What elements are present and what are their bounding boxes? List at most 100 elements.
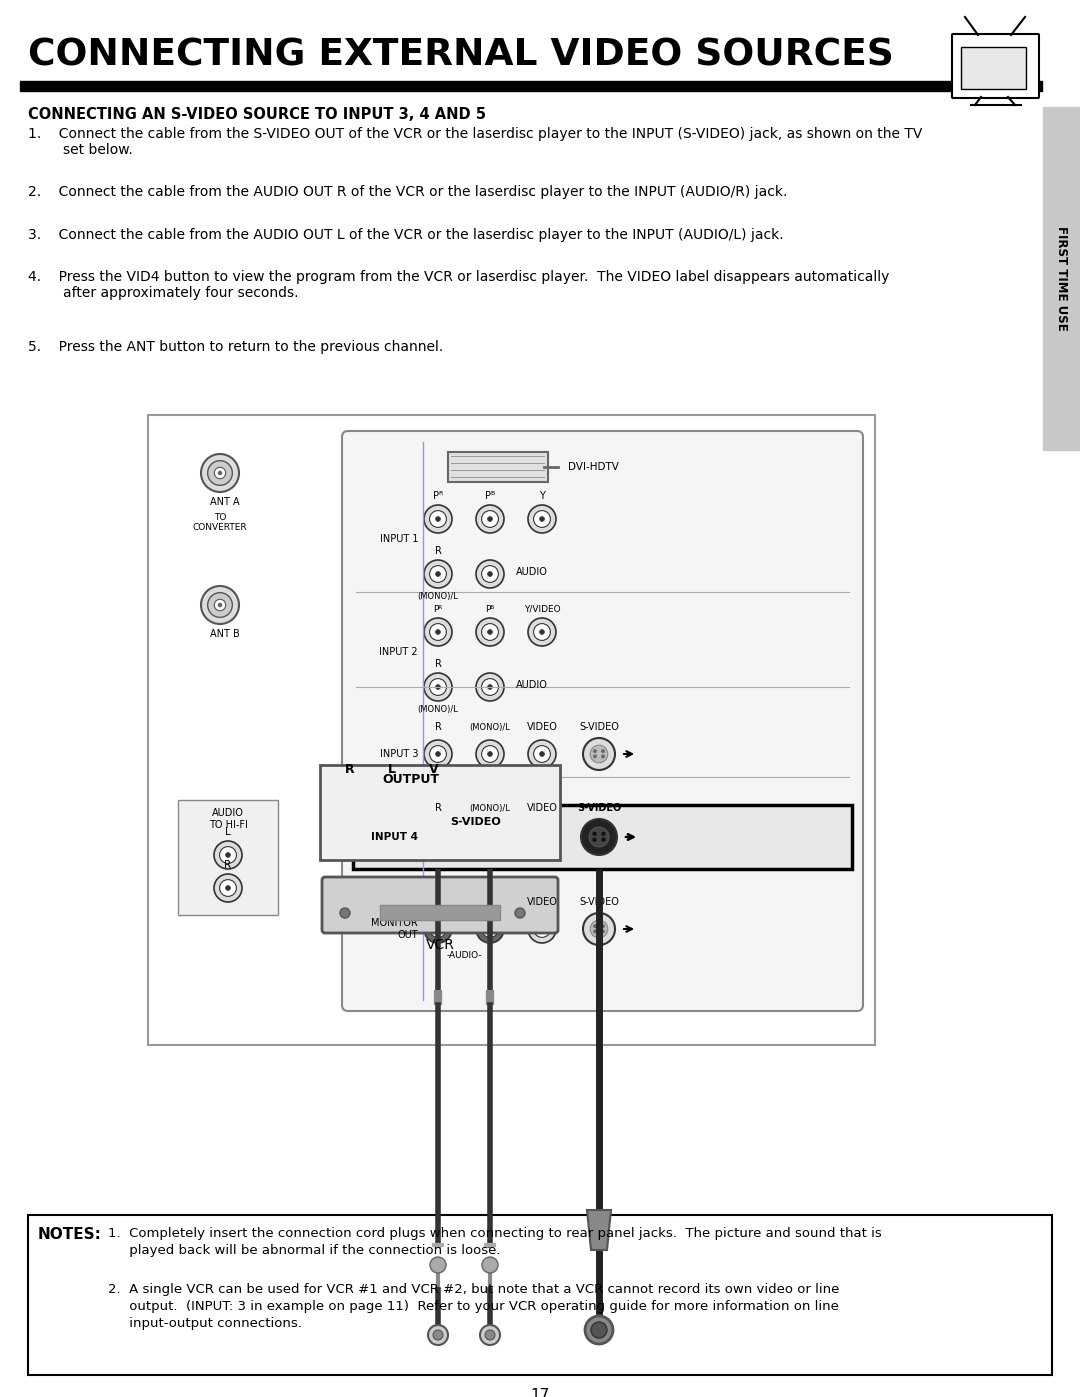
Circle shape: [583, 738, 615, 770]
Circle shape: [482, 566, 498, 583]
Text: VIDEO: VIDEO: [527, 803, 557, 813]
Bar: [961, 47, 1026, 89]
Circle shape: [591, 1322, 607, 1338]
Circle shape: [420, 781, 448, 809]
Text: 17: 17: [530, 1389, 550, 1397]
Circle shape: [478, 789, 483, 793]
Text: (MONO)/L: (MONO)/L: [470, 724, 511, 732]
Circle shape: [430, 566, 446, 583]
Circle shape: [435, 517, 441, 521]
Text: MONITOR
OUT: MONITOR OUT: [372, 918, 418, 940]
Circle shape: [424, 915, 453, 943]
Circle shape: [602, 929, 605, 933]
Circle shape: [593, 925, 597, 928]
Circle shape: [226, 886, 230, 890]
Circle shape: [218, 471, 222, 475]
Circle shape: [476, 915, 504, 943]
Circle shape: [487, 630, 492, 634]
Circle shape: [435, 630, 441, 634]
Text: DVI-HDTV: DVI-HDTV: [568, 462, 619, 472]
Circle shape: [482, 1257, 498, 1273]
Circle shape: [340, 908, 350, 918]
Circle shape: [528, 617, 556, 645]
Circle shape: [534, 510, 551, 528]
Circle shape: [201, 454, 239, 492]
Text: R: R: [434, 546, 442, 556]
Circle shape: [470, 795, 474, 799]
Circle shape: [219, 880, 237, 897]
Text: FIRST TIME USE: FIRST TIME USE: [1054, 226, 1067, 331]
Text: 5.    Press the ANT button to return to the previous channel.: 5. Press the ANT button to return to the…: [28, 339, 443, 353]
Circle shape: [602, 749, 605, 753]
Circle shape: [336, 781, 364, 809]
Text: CONNECTING EXTERNAL VIDEO SOURCES: CONNECTING EXTERNAL VIDEO SOURCES: [28, 36, 894, 73]
Circle shape: [528, 504, 556, 534]
Circle shape: [207, 461, 232, 485]
Circle shape: [470, 789, 474, 793]
Text: -AUDIO-: -AUDIO-: [446, 951, 482, 960]
Text: ANT A: ANT A: [211, 497, 240, 507]
FancyBboxPatch shape: [951, 34, 1039, 98]
Text: 3.    Connect the cable from the AUDIO OUT L of the VCR or the laserdisc player : 3. Connect the cable from the AUDIO OUT …: [28, 228, 784, 242]
Circle shape: [476, 823, 504, 851]
Text: (MONO)/L: (MONO)/L: [470, 805, 511, 813]
Circle shape: [480, 1324, 500, 1345]
Text: R: R: [346, 763, 355, 775]
Circle shape: [534, 828, 551, 845]
Circle shape: [424, 560, 453, 588]
Text: R: R: [225, 861, 231, 870]
Text: TO
CONVERTER: TO CONVERTER: [192, 513, 247, 532]
Text: S-VIDEO: S-VIDEO: [450, 817, 501, 827]
Circle shape: [214, 875, 242, 902]
Bar: [28, 1215, 1052, 1375]
Text: Pᴮ: Pᴮ: [485, 605, 495, 615]
Circle shape: [482, 623, 498, 640]
Bar: [153, 420, 338, 1039]
Circle shape: [540, 834, 544, 840]
Circle shape: [487, 685, 492, 689]
Circle shape: [482, 679, 498, 696]
Circle shape: [426, 787, 443, 803]
Text: AUDIO
TO HI-FI: AUDIO TO HI-FI: [208, 807, 247, 830]
Circle shape: [341, 787, 359, 803]
Text: 2.  A single VCR can be used for VCR #1 and VCR #2, but note that a VCR cannot r: 2. A single VCR can be used for VCR #1 a…: [108, 1282, 839, 1330]
Circle shape: [476, 560, 504, 588]
Circle shape: [540, 752, 544, 756]
Text: INPUT 1: INPUT 1: [379, 534, 418, 543]
Polygon shape: [588, 1210, 611, 1250]
Circle shape: [201, 585, 239, 624]
Text: 4.    Press the VID4 button to view the program from the VCR or laserdisc player: 4. Press the VID4 button to view the pro…: [28, 270, 889, 300]
Circle shape: [435, 752, 441, 756]
Bar: [21, 81, 1042, 91]
Circle shape: [435, 926, 441, 932]
Text: Y/VIDEO: Y/VIDEO: [524, 605, 561, 615]
Circle shape: [226, 852, 230, 858]
Text: Pᴮ: Pᴮ: [485, 490, 495, 502]
Text: V: V: [429, 763, 438, 775]
Circle shape: [467, 785, 485, 805]
Text: Y: Y: [539, 490, 545, 502]
Bar: [353, 805, 852, 869]
Text: ANT B: ANT B: [211, 629, 240, 638]
Circle shape: [430, 1257, 446, 1273]
Circle shape: [424, 740, 453, 768]
Text: INPUT 2: INPUT 2: [379, 647, 418, 657]
Text: 1.  Completely insert the connection cord plugs when connecting to rear panel ja: 1. Completely insert the connection cord…: [108, 1227, 881, 1257]
Circle shape: [435, 571, 441, 577]
Circle shape: [432, 792, 436, 798]
Bar: [1043, 108, 1080, 450]
Text: R: R: [434, 659, 442, 669]
Circle shape: [214, 599, 226, 610]
Text: INPUT 3: INPUT 3: [379, 749, 418, 759]
Text: Pᴿ: Pᴿ: [433, 490, 443, 502]
Circle shape: [528, 740, 556, 768]
Circle shape: [583, 914, 615, 944]
Text: 2.    Connect the cable from the AUDIO OUT R of the VCR or the laserdisc player : 2. Connect the cable from the AUDIO OUT …: [28, 184, 787, 198]
Circle shape: [482, 746, 498, 763]
Circle shape: [592, 838, 596, 842]
Circle shape: [476, 673, 504, 701]
Circle shape: [219, 847, 237, 863]
Circle shape: [540, 517, 544, 521]
Circle shape: [534, 746, 551, 763]
Text: (MONO)/L: (MONO)/L: [418, 705, 458, 714]
